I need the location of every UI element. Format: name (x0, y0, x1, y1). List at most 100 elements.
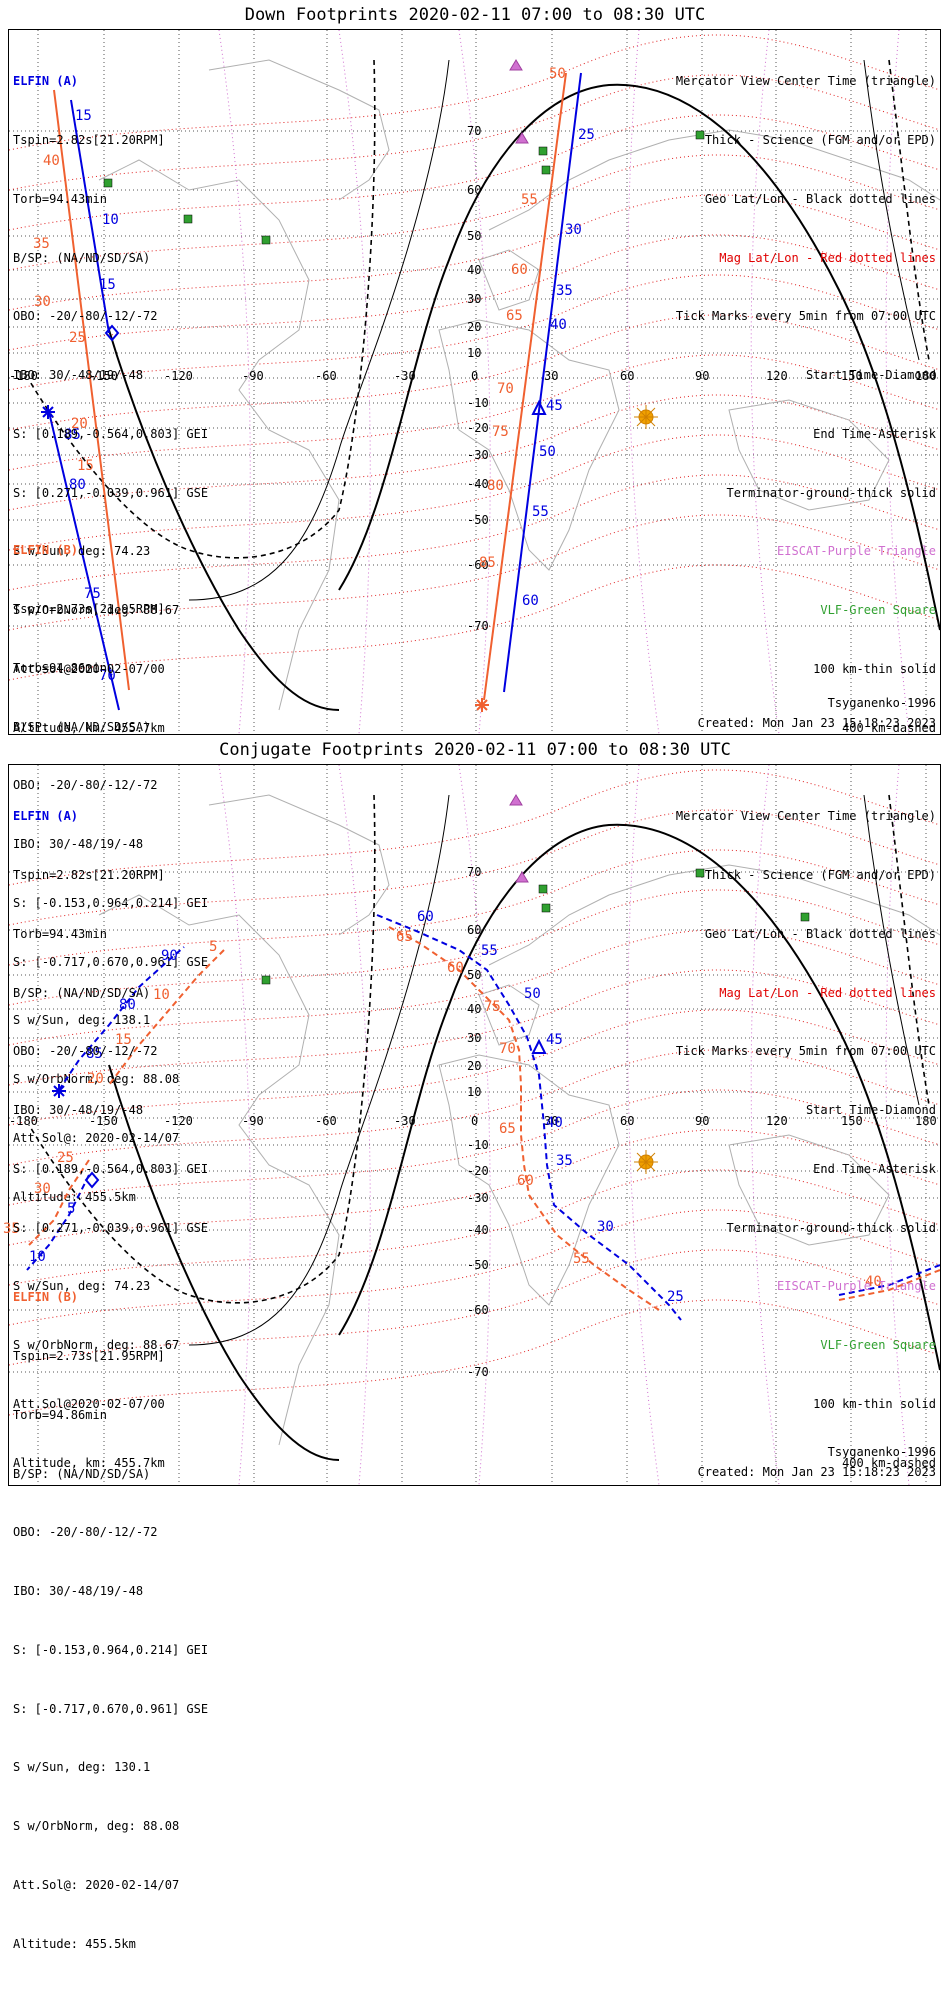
legend-item: Mercator View Center Time (triangle) (675, 809, 936, 824)
tick-label: 75 (484, 999, 501, 1015)
elfin-b-line: IBO: 30/-48/19/-48 (13, 1584, 144, 1599)
tick-label: 60 (511, 262, 528, 278)
tick-label: 80 (487, 478, 504, 494)
lat-label: -60 (467, 558, 489, 572)
elfin-a-header: ELFIN (A) (13, 809, 79, 824)
tick-label: 45 (546, 1032, 563, 1048)
legend-item: Thick - Science (FGM and/or EPD) (704, 132, 936, 147)
eiscat-triangle (515, 132, 529, 144)
lon-label: 0 (471, 1114, 479, 1128)
100km-curve (188, 794, 450, 1346)
lon-label: 90 (695, 369, 710, 383)
lat-label: -70 (467, 1365, 489, 1379)
lat-label: 20 (467, 1059, 482, 1073)
legend-item: Geo Lat/Lon - Black dotted lines (704, 926, 936, 941)
legend-item: Mag Lat/Lon - Red dotted lines (719, 250, 936, 265)
elfin-a-line: S w/OrbNorm, deg: 88.67 (13, 603, 180, 618)
lat-label: -20 (467, 421, 489, 435)
elfin-a-line: Att.Sol@2020-02-07/00 (13, 662, 165, 676)
elfin-a-line: B/SP: (NA/ND/SD/SA) (13, 985, 151, 1000)
elfin-a-line: IBO: 30/-48/19/-48 (13, 1103, 144, 1118)
elfin-a-line: Tspin=2.82s[21.20RPM] (13, 132, 165, 147)
tick-label: 70 (497, 381, 514, 397)
elfin-b-line: S w/Sun, deg: 130.1 (13, 1760, 151, 1775)
elfin-b-info: ELFIN (B) Tspin=2.73s[21.95RPM] Torb=94.… (13, 1249, 208, 1994)
map-frame: -180 -150 -120 -90 -60 -30 0 30 60 90 12… (3, 764, 941, 1951)
tick-label: 75 (492, 424, 509, 440)
lat-label: -10 (467, 396, 489, 410)
elfin-a-tick-labels: 15 10 15 25 30 35 40 45 50 55 60 85 80 7… (9, 30, 940, 734)
lon-label: -90 (242, 1114, 264, 1128)
legend-item: Terminator-ground-thick solid (726, 1220, 936, 1235)
eiscat-triangle (515, 871, 529, 883)
lat-label: 70 (467, 124, 482, 138)
elfin-a-info: ELFIN (A) Tspin=2.82s[21.20RPM] Torb=94.… (13, 768, 208, 1513)
created-label: Created: Mon Jan 23 15:18:23 2023 (697, 716, 936, 730)
100km-curve (188, 59, 450, 601)
legend-item: End Time-Asterisk (813, 426, 936, 441)
created-label: Created: Mon Jan 23 15:18:23 2023 (697, 1465, 936, 1479)
end-asterisk-a (41, 405, 55, 419)
elfin-b-line: S w/OrbNorm, deg: 88.08 (13, 1072, 180, 1087)
elfin-b-header: ELFIN (B) (13, 1290, 79, 1305)
elfin-b-line: S: [-0.153,0.964,0.214] GEI (13, 1642, 209, 1657)
lat-label: 10 (467, 346, 482, 360)
lon-label: -120 (164, 369, 193, 383)
lon-axis-labels: -180 -150 -120 -90 -60 -30 0 30 60 90 12… (9, 1114, 940, 1130)
lat-axis-labels: 70 60 50 40 30 20 10 -10 -20 -30 -40 -50… (467, 30, 497, 734)
lat-label: -50 (467, 513, 489, 527)
lon-label: 60 (620, 369, 635, 383)
lon-label: 180 (915, 369, 937, 383)
lat-label: -60 (467, 1303, 489, 1317)
panel-title: Down Footprints 2020-02-11 07:00 to 08:3… (244, 5, 706, 25)
legend-item: 400 km-dashed (842, 720, 936, 735)
legend-item: Terminator-ground-thick solid (726, 485, 936, 500)
lat-label: -20 (467, 1164, 489, 1178)
lon-label: 30 (544, 369, 559, 383)
center-time-triangle (531, 399, 547, 415)
elfin-a-line: S w/Sun, deg: 74.23 (13, 544, 151, 559)
lon-label: -180 (9, 1114, 38, 1128)
tick-label: 40 (550, 317, 567, 333)
elfin-b-line: Att.Sol@: 2020-02-14/07 (13, 1878, 180, 1892)
elfin-a-line: B/SP: (NA/ND/SD/SA) (13, 250, 151, 265)
lat-label: -40 (467, 1223, 489, 1237)
lat-label: 30 (467, 1031, 482, 1045)
elfin-b-line: S: [-0.153,0.964,0.214] GEI (13, 895, 209, 910)
elfin-a-header: ELFIN (A) (13, 74, 79, 89)
elfin-b-line: Tspin=2.73s[21.95RPM] (13, 1348, 165, 1363)
legend-item: VLF-Green Square (820, 1338, 936, 1353)
geo-grid (9, 30, 940, 734)
elfin-a-line: S w/Sun, deg: 74.23 (13, 1279, 151, 1294)
tick-label: 35 (3, 1221, 20, 1237)
eiscat-triangle (509, 794, 523, 806)
tick-label: 5 (209, 939, 218, 955)
vlf-squares (261, 868, 810, 985)
tick-label: 50 (524, 986, 541, 1002)
lon-label: -150 (89, 1114, 118, 1128)
tick-label: 10 (102, 212, 119, 228)
elfin-a-line: S: [0.271,-0.039,0.961] GSE (13, 485, 209, 500)
tick-label: 50 (539, 444, 556, 460)
legend-item: Tick Marks every 5min from 07:00 UTC (675, 1044, 936, 1059)
legend-item: Mag Lat/Lon - Red dotted lines (719, 985, 936, 1000)
tick-label: 60 (417, 909, 434, 925)
elfin-a-line: S w/OrbNorm, deg: 88.67 (13, 1338, 180, 1353)
legend: Mercator View Center Time (triangle) Thi… (676, 768, 936, 1513)
legend-item: End Time-Asterisk (813, 1161, 936, 1176)
100km-curve-east (863, 794, 920, 1106)
legend-item: Start Time-Diamond (805, 368, 936, 383)
tick-label: 85 (479, 555, 496, 571)
tick-label: 15 (99, 277, 116, 293)
elfin-a-info: ELFIN (A) Tspin=2.82s[21.20RPM] Torb=94.… (13, 33, 208, 778)
legend-item: Geo Lat/Lon - Black dotted lines (704, 191, 936, 206)
legend-item: Tick Marks every 5min from 07:00 UTC (675, 309, 936, 324)
lat-label: -30 (467, 1191, 489, 1205)
elfin-a-line: Torb=94.43min (13, 926, 107, 941)
tick-label: 55 (521, 192, 538, 208)
elfin-a-tick-labels: 60 55 50 45 40 35 30 25 90 85 80 5 10 (9, 765, 940, 1485)
legend-item: Start Time-Diamond (805, 1103, 936, 1118)
tick-label: 35 (556, 1153, 573, 1169)
map-frame: -180 -150 -120 -90 -60 -30 0 30 60 90 12… (8, 29, 941, 1204)
tick-label: 55 (481, 943, 498, 959)
